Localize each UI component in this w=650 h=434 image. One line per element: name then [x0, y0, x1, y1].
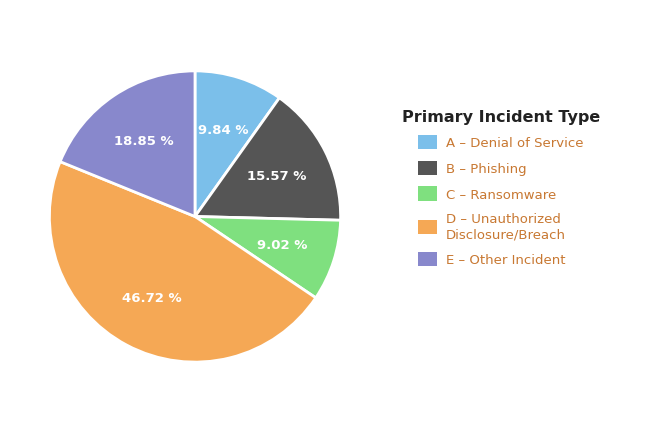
Wedge shape — [60, 72, 195, 217]
Wedge shape — [195, 72, 280, 217]
Wedge shape — [195, 217, 341, 298]
Text: 9.84 %: 9.84 % — [198, 123, 248, 136]
Text: 46.72 %: 46.72 % — [122, 291, 182, 304]
Text: 9.02 %: 9.02 % — [257, 238, 307, 251]
Text: 18.85 %: 18.85 % — [114, 135, 174, 148]
Wedge shape — [195, 99, 341, 221]
Wedge shape — [49, 162, 316, 362]
Text: 15.57 %: 15.57 % — [248, 170, 307, 183]
Legend: A – Denial of Service, B – Phishing, C – Ransomware, D – Unauthorized
Disclosure: A – Denial of Service, B – Phishing, C –… — [402, 109, 600, 266]
